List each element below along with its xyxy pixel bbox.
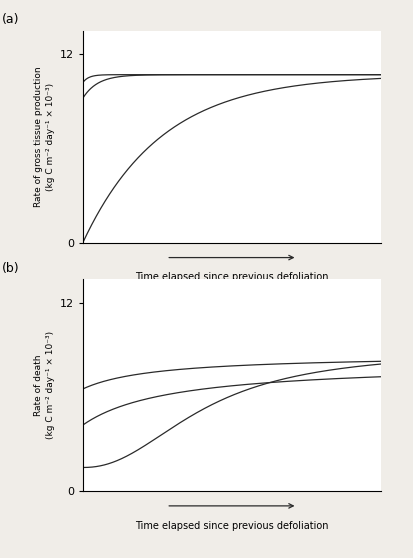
Text: (b): (b) (2, 262, 20, 275)
Text: Time elapsed since previous defoliation: Time elapsed since previous defoliation (135, 272, 328, 282)
Text: Time elapsed since previous defoliation: Time elapsed since previous defoliation (135, 521, 328, 531)
Y-axis label: Rate of death
(kg C m⁻² day⁻¹ × 10⁻³): Rate of death (kg C m⁻² day⁻¹ × 10⁻³) (34, 331, 55, 439)
Y-axis label: Rate of gross tissue production
(kg C m⁻² day⁻¹ × 10⁻³): Rate of gross tissue production (kg C m⁻… (34, 66, 55, 207)
Text: (a): (a) (2, 13, 20, 26)
